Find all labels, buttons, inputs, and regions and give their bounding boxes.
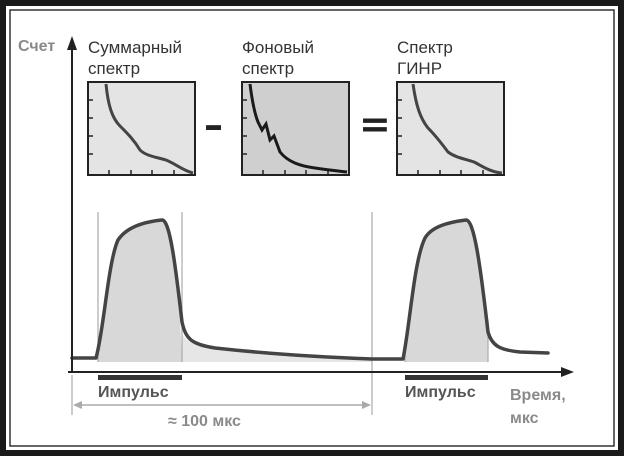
inset-result-title-line1: Спектр [397,38,453,57]
inset-result-title-line2: ГИНР [397,59,443,78]
period-arrow-left [73,401,82,409]
inset-background-curve [248,83,348,174]
inset-total-title-line1: Суммарный [88,38,182,57]
inner-frame [9,9,615,447]
x-axis-arrow [561,367,574,377]
inset-result-spectrum [396,81,505,176]
pulse1-label: Импульс [98,384,169,401]
x-axis-label-line1: Время, [510,387,566,404]
decay-fill [182,335,372,362]
inset-result-ticks [397,99,484,175]
y-axis-label: Счет [18,38,56,55]
inset-background-title-line2: спектр [242,59,295,78]
period-arrow-right [362,401,371,409]
pulse2-fill [405,220,488,362]
equals-operator: = [359,102,391,146]
pulse2-label: Импульс [405,384,476,401]
period-label: ≈ 100 мкс [168,413,241,430]
inset-total-spectrum [87,81,196,176]
x-axis-label-line2: мкс [510,410,539,427]
inset-total-ticks [88,99,175,175]
intensity-curve [70,218,550,361]
inset-background-spectrum [241,81,350,176]
inset-result-curve [411,83,503,175]
y-axis-arrow [67,36,77,50]
pulse1-bar [98,375,182,380]
pulse2-bar [405,375,488,380]
inset-background-title-line1: Фоновый [242,38,314,57]
inset-total-curve [104,83,194,175]
minus-operator: – [204,103,223,147]
inset-total-title-line2: спектр [88,59,141,78]
pulse1-fill [98,219,182,362]
